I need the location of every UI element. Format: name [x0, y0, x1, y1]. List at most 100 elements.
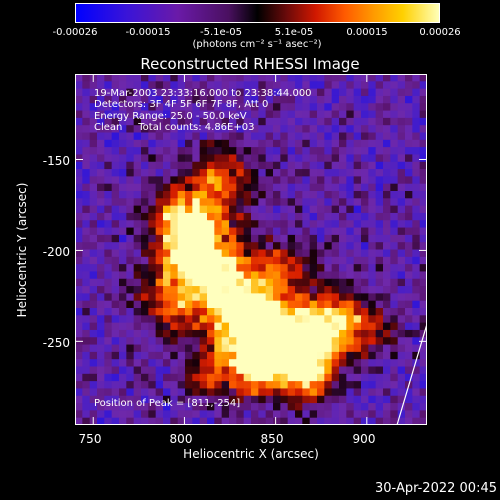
- heatmap-cell: [89, 388, 98, 397]
- heatmap-cell: [229, 117, 237, 126]
- heatmap-cell: [265, 373, 274, 382]
- heatmap-cell: [89, 176, 98, 185]
- heatmap-cell: [397, 139, 406, 148]
- heatmap-cell: [119, 329, 127, 338]
- heatmap-cell: [397, 388, 406, 397]
- heatmap-cell: [163, 169, 171, 177]
- heatmap-cell: [265, 147, 274, 156]
- heatmap-cell: [324, 154, 333, 163]
- heatmap-cell: [317, 286, 325, 294]
- heatmap-cell: [287, 256, 296, 265]
- heatmap-cell: [141, 381, 149, 390]
- heatmap-cell: [177, 139, 186, 148]
- heatmap-cell: [236, 212, 245, 221]
- heatmap-cell: [265, 329, 274, 338]
- heatmap-cell: [265, 403, 274, 411]
- heatmap-cell: [126, 198, 135, 207]
- heatmap-cell: [170, 351, 179, 360]
- heatmap-cell: [199, 381, 208, 390]
- heatmap-cell: [170, 169, 179, 177]
- heatmap-cell: [75, 381, 83, 390]
- heatmap-cell: [214, 337, 223, 346]
- annotation-time-range: 19-Mar-2003 23:33:16.000 to 23:38:44.000: [94, 88, 312, 99]
- heatmap-cell: [221, 183, 230, 192]
- heatmap-cell: [177, 359, 186, 368]
- heatmap-cell: [390, 191, 399, 199]
- heatmap-cell: [104, 132, 113, 141]
- heatmap-cell: [177, 351, 186, 360]
- heatmap-cell: [163, 271, 171, 280]
- heatmap-cell: [353, 132, 362, 141]
- heatmap-cell: [273, 169, 281, 177]
- heatmap-cell: [383, 191, 391, 199]
- heatmap-cell: [324, 337, 333, 346]
- heatmap-cell: [324, 403, 333, 411]
- heatmap-cell: [287, 191, 296, 199]
- heatmap-cell: [287, 176, 296, 185]
- heatmap-cell: [339, 81, 347, 90]
- heatmap-cell: [331, 395, 340, 404]
- heatmap-cell: [405, 220, 413, 229]
- heatmap-cell: [192, 278, 201, 287]
- heatmap-cell: [353, 395, 362, 404]
- heatmap-cell: [309, 74, 318, 82]
- heatmap-cell: [331, 154, 340, 163]
- heatmap-cell: [287, 271, 296, 280]
- heatmap-cell: [229, 154, 237, 163]
- heatmap-cell: [295, 191, 303, 199]
- heatmap-cell: [412, 132, 421, 141]
- heatmap-cell: [89, 271, 98, 280]
- heatmap-cell: [155, 132, 164, 141]
- heatmap-cell: [258, 373, 267, 382]
- heatmap-cell: [295, 381, 303, 390]
- heatmap-cell: [309, 344, 318, 353]
- heatmap-cell: [353, 205, 362, 214]
- heatmap-cell: [383, 337, 391, 346]
- heatmap-cell: [346, 329, 355, 338]
- heatmap-cell: [397, 132, 406, 141]
- heatmap-cell: [412, 139, 421, 148]
- heatmap-cell: [295, 125, 303, 134]
- heatmap-cell: [295, 198, 303, 207]
- heatmap-cell: [339, 198, 347, 207]
- heatmap-cell: [353, 110, 362, 119]
- heatmap-cell: [170, 88, 179, 97]
- heatmap-cell: [221, 395, 230, 404]
- heatmap-cell: [214, 256, 223, 265]
- heatmap-cell: [346, 125, 355, 134]
- heatmap-cell: [82, 410, 91, 419]
- heatmap-cell: [331, 125, 340, 134]
- heatmap-cell: [214, 161, 223, 170]
- heatmap-cell: [390, 300, 399, 309]
- heatmap-cell: [390, 337, 399, 346]
- heatmap-cell: [251, 88, 259, 97]
- heatmap-cell: [177, 220, 186, 229]
- heatmap-cell: [133, 366, 142, 375]
- heatmap-cell: [229, 139, 237, 148]
- heatmap-cell: [170, 381, 179, 390]
- heatmap-cell: [126, 227, 135, 236]
- heatmap-cell: [170, 74, 179, 82]
- heatmap-cell: [97, 139, 105, 148]
- heatmap-cell: [119, 381, 127, 390]
- heatmap-cell: [177, 147, 186, 156]
- heatmap-cell: [324, 256, 333, 265]
- heatmap-cell: [397, 256, 406, 265]
- heatmap-cell: [346, 154, 355, 163]
- heatmap-cell: [185, 366, 193, 375]
- heatmap-cell: [390, 95, 399, 104]
- heatmap-cell: [119, 88, 127, 97]
- heatmap-cell: [199, 264, 208, 273]
- heatmap-cell: [295, 388, 303, 397]
- heatmap-cell: [199, 161, 208, 170]
- heatmap-cell: [82, 117, 91, 126]
- heatmap-cell: [339, 183, 347, 192]
- heatmap-cell: [251, 95, 259, 104]
- heatmap-cell: [390, 410, 399, 419]
- heatmap-cell: [251, 132, 259, 141]
- heatmap-cell: [214, 212, 223, 221]
- heatmap-cell: [104, 366, 113, 375]
- heatmap-cell: [236, 191, 245, 199]
- heatmap-cell: [119, 220, 127, 229]
- heatmap-cell: [317, 117, 325, 126]
